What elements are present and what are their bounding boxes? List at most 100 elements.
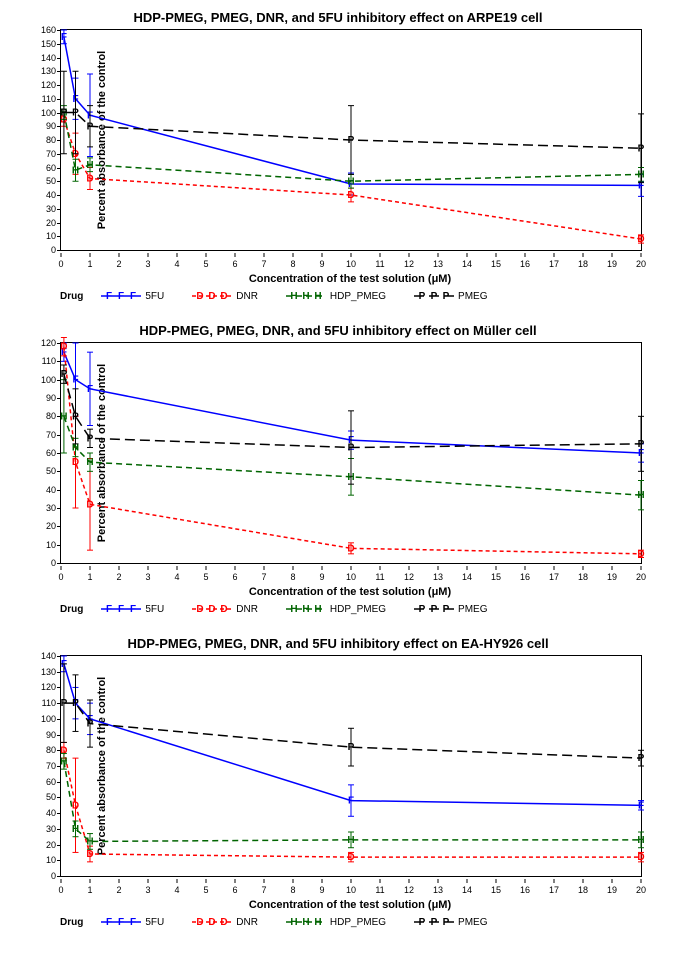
x-tick-label: 13 [433,572,443,582]
series-marker: D [637,549,644,560]
x-tick-label: 6 [232,259,237,269]
svg-text:P: P [419,291,426,302]
x-tick-label: 20 [636,259,646,269]
series-marker: P [348,742,355,753]
y-tick-label: 70 [26,430,56,440]
x-tick-label: 4 [174,259,179,269]
series-marker: P [87,121,94,132]
svg-text:P: P [419,604,426,615]
legend-item: DDDDNR [192,289,258,303]
legend-text: HDP_PMEG [330,917,386,928]
legend-item: HHHHDP_PMEG [286,915,386,929]
legend-text: HDP_PMEG [330,604,386,615]
legend-title: Drug [60,917,83,928]
series-marker: P [61,108,68,119]
y-tick-label: 140 [26,651,56,661]
y-tick-label: 0 [26,245,56,255]
series-line-5FU [64,37,641,186]
y-tick-label: 100 [26,375,56,385]
svg-text:D: D [209,604,216,615]
series-marker: P [348,135,355,146]
series-marker: D [347,543,354,554]
series-marker: D [60,342,67,353]
x-tick-label: 5 [203,885,208,895]
y-tick-label: 130 [26,667,56,677]
series-marker: H [86,457,93,468]
x-tick-label: 6 [232,885,237,895]
y-tick-label: 80 [26,411,56,421]
x-tick-label: 3 [145,259,150,269]
x-tick-label: 12 [404,259,414,269]
series-marker: P [638,143,645,154]
legend: DrugFFF5FUDDDDNRHHHHDP_PMEGPPPPMEG [60,602,640,616]
y-tick-label: 10 [26,231,56,241]
legend-item: DDDDNR [192,915,258,929]
x-tick-label: 6 [232,572,237,582]
plot-svg: FFFFFDDDDDHHHHHPPPPP [61,656,641,876]
series-marker: D [637,852,644,863]
legend-text: HDP_PMEG [330,291,386,302]
series-marker: P [61,698,68,709]
series-marker: P [87,433,94,444]
x-tick-label: 16 [520,259,530,269]
x-tick-label: 18 [578,259,588,269]
y-tick-label: 50 [26,792,56,802]
x-tick-label: 17 [549,885,559,895]
plot-svg: FFFFFDDDDDHHHHHPPPPP [61,343,641,563]
series-marker: H [60,756,67,767]
plot-area: 0102030405060708090100110120130140Percen… [60,655,642,877]
x-tick-label: 1 [87,259,92,269]
series-marker: P [638,753,645,764]
x-tick-label: 15 [491,259,501,269]
series-marker: P [72,698,79,709]
x-tick-label: 18 [578,572,588,582]
x-tick-label: 0 [58,885,63,895]
y-tick-label: 100 [26,108,56,118]
x-tick-label: 1 [87,572,92,582]
series-marker: H [637,490,644,501]
series-marker: D [347,190,354,201]
y-tick-label: 80 [26,745,56,755]
y-tick-label: 30 [26,824,56,834]
x-tick-label: 1 [87,885,92,895]
legend-title: Drug [60,291,83,302]
series-marker: F [87,384,93,395]
y-tick-label: 120 [26,682,56,692]
series-marker: P [72,411,79,422]
x-tick-label: 5 [203,572,208,582]
x-tick-label: 14 [462,572,472,582]
series-marker: P [638,439,645,450]
series-marker: H [72,824,79,835]
series-marker: H [72,165,79,176]
series-marker: D [86,849,93,860]
x-axis-label: Concentration of the test solution (μM) [60,273,640,285]
chart-panel: HDP-PMEG, PMEG, DNR, and 5FU inhibitory … [10,636,666,929]
y-tick-label: 30 [26,204,56,214]
legend: DrugFFF5FUDDDDNRHHHHDP_PMEGPPPPMEG [60,915,640,929]
x-tick-label: 13 [433,885,443,895]
svg-text:P: P [443,604,450,615]
y-tick-label: 60 [26,163,56,173]
x-tick-label: 11 [375,572,384,582]
series-marker: P [348,443,355,454]
legend-item: FFF5FU [101,915,164,929]
legend-item: FFF5FU [101,602,164,616]
legend-item: HHHHDP_PMEG [286,289,386,303]
svg-text:F: F [118,917,124,928]
series-marker: H [347,176,354,187]
x-tick-label: 19 [607,885,617,895]
series-marker: F [348,796,354,807]
svg-text:P: P [431,917,438,928]
y-tick-label: 10 [26,855,56,865]
x-tick-label: 0 [58,572,63,582]
chart-title: HDP-PMEG, PMEG, DNR, and 5FU inhibitory … [10,636,666,651]
x-axis-label: Concentration of the test solution (μM) [60,899,640,911]
y-tick-label: 60 [26,448,56,458]
x-tick-label: 5 [203,259,208,269]
svg-text:D: D [197,604,204,615]
y-tick-label: 60 [26,777,56,787]
legend-text: PMEG [458,291,487,302]
x-tick-label: 9 [319,259,324,269]
y-tick-label: 0 [26,558,56,568]
x-tick-label: 20 [636,572,646,582]
